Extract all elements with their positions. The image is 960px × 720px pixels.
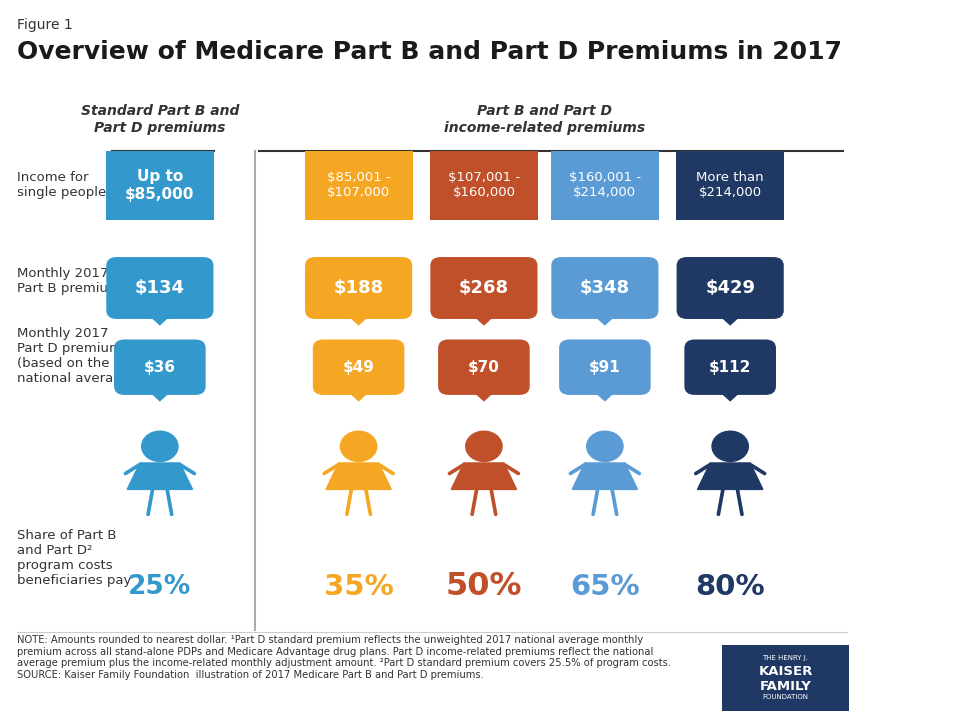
- Text: FOUNDATION: FOUNDATION: [762, 694, 808, 700]
- FancyBboxPatch shape: [551, 257, 659, 319]
- Text: NOTE: Amounts rounded to nearest dollar. ¹Part D standard premium reflects the u: NOTE: Amounts rounded to nearest dollar.…: [17, 635, 671, 680]
- Text: $348: $348: [580, 279, 630, 297]
- Text: Share of Part B
and Part D²
program costs
beneficiaries pay: Share of Part B and Part D² program cost…: [17, 529, 132, 587]
- Text: Part B and Part D
income-related premiums: Part B and Part D income-related premium…: [444, 104, 645, 135]
- Text: Overview of Medicare Part B and Part D Premiums in 2017: Overview of Medicare Part B and Part D P…: [17, 40, 842, 63]
- Text: Standard Part B and
Part D premiums: Standard Part B and Part D premiums: [81, 104, 239, 135]
- Polygon shape: [465, 384, 503, 400]
- Text: $107,001 -
$160,000: $107,001 - $160,000: [447, 171, 520, 199]
- Text: 25%: 25%: [129, 574, 191, 600]
- Text: 50%: 50%: [445, 571, 522, 603]
- Text: $36: $36: [144, 360, 176, 374]
- Text: $429: $429: [706, 279, 756, 297]
- Circle shape: [341, 431, 376, 462]
- Circle shape: [466, 431, 502, 462]
- Polygon shape: [451, 463, 516, 490]
- Polygon shape: [586, 307, 624, 325]
- Text: $134: $134: [134, 279, 185, 297]
- Polygon shape: [141, 384, 179, 400]
- Text: Up to
$85,000: Up to $85,000: [125, 169, 195, 202]
- Polygon shape: [711, 307, 749, 325]
- Text: FAMILY: FAMILY: [759, 680, 811, 693]
- Circle shape: [587, 431, 623, 462]
- Text: $268: $268: [459, 279, 509, 297]
- Text: $91: $91: [589, 360, 621, 374]
- FancyBboxPatch shape: [114, 340, 205, 395]
- Polygon shape: [141, 307, 179, 325]
- Circle shape: [142, 431, 178, 462]
- FancyBboxPatch shape: [684, 340, 776, 395]
- Text: Monthly 2017
Part B premium: Monthly 2017 Part B premium: [17, 267, 121, 294]
- Polygon shape: [586, 384, 624, 400]
- Text: $70: $70: [468, 360, 500, 374]
- Polygon shape: [711, 384, 749, 400]
- Text: $160,001 -
$214,000: $160,001 - $214,000: [569, 171, 641, 199]
- FancyBboxPatch shape: [106, 151, 214, 220]
- FancyBboxPatch shape: [559, 340, 651, 395]
- Polygon shape: [326, 463, 392, 490]
- FancyBboxPatch shape: [722, 645, 850, 711]
- Polygon shape: [127, 463, 193, 490]
- Text: Monthly 2017
Part D premium
(based on the
national average¹): Monthly 2017 Part D premium (based on th…: [17, 328, 141, 385]
- FancyBboxPatch shape: [304, 151, 413, 220]
- FancyBboxPatch shape: [313, 340, 404, 395]
- Text: KAISER: KAISER: [758, 665, 813, 678]
- Polygon shape: [340, 307, 377, 325]
- Text: $49: $49: [343, 360, 374, 374]
- FancyBboxPatch shape: [430, 151, 538, 220]
- Text: 65%: 65%: [570, 573, 639, 600]
- FancyBboxPatch shape: [676, 151, 784, 220]
- Text: 35%: 35%: [324, 573, 394, 600]
- Text: $112: $112: [709, 360, 752, 374]
- FancyBboxPatch shape: [438, 340, 530, 395]
- Text: More than
$214,000: More than $214,000: [696, 171, 764, 199]
- FancyBboxPatch shape: [107, 257, 213, 319]
- Polygon shape: [698, 463, 763, 490]
- FancyBboxPatch shape: [430, 257, 538, 319]
- FancyBboxPatch shape: [677, 257, 783, 319]
- Circle shape: [712, 431, 749, 462]
- FancyBboxPatch shape: [305, 257, 412, 319]
- Text: Figure 1: Figure 1: [17, 18, 73, 32]
- Text: 80%: 80%: [695, 573, 765, 600]
- FancyBboxPatch shape: [551, 151, 659, 220]
- Text: $85,001 -
$107,000: $85,001 - $107,000: [326, 171, 391, 199]
- Polygon shape: [465, 307, 503, 325]
- Text: THE HENRY J.: THE HENRY J.: [762, 655, 808, 661]
- Polygon shape: [572, 463, 637, 490]
- Polygon shape: [340, 384, 377, 400]
- Text: $188: $188: [333, 279, 384, 297]
- Text: Income for
single people: Income for single people: [17, 171, 107, 199]
